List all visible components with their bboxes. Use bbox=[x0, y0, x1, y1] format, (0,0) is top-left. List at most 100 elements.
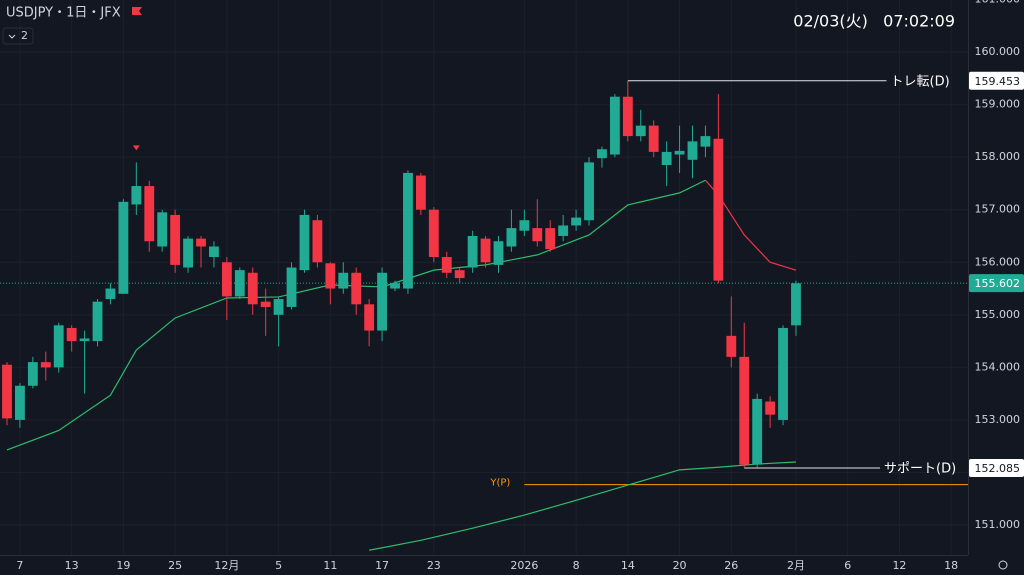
candle-body bbox=[105, 288, 116, 300]
candle-body bbox=[597, 149, 607, 159]
x-tick-label: 25 bbox=[168, 559, 182, 572]
settings-icon[interactable] bbox=[998, 560, 1008, 570]
y-tick-label: 151.000 bbox=[975, 518, 1021, 531]
candle-body bbox=[480, 238, 491, 263]
x-tick-label: 26 bbox=[724, 559, 738, 572]
candle-body bbox=[648, 125, 659, 152]
y-tick-label: 160.000 bbox=[975, 45, 1021, 58]
x-tick-label: 13 bbox=[65, 559, 79, 572]
candle-body bbox=[713, 138, 724, 281]
y-tick-label: 157.000 bbox=[975, 203, 1021, 216]
candle-body bbox=[118, 201, 129, 294]
candle-body bbox=[144, 186, 155, 242]
candle-body bbox=[428, 209, 439, 258]
candle-body bbox=[221, 262, 232, 297]
candle-body bbox=[752, 398, 763, 465]
candle-body bbox=[661, 151, 672, 166]
candle-body bbox=[286, 267, 297, 307]
x-tick-label: 23 bbox=[427, 559, 441, 572]
last-price-box bbox=[969, 274, 1024, 293]
candle-body bbox=[493, 241, 504, 265]
candle-body bbox=[364, 304, 375, 331]
candle-body bbox=[441, 257, 452, 273]
candle-body bbox=[635, 125, 646, 137]
candle-body bbox=[312, 220, 323, 263]
candle-body bbox=[273, 299, 284, 315]
candle-body bbox=[403, 172, 413, 289]
candle-body bbox=[66, 327, 77, 342]
candle-body bbox=[196, 238, 206, 247]
last-price-label: 155.602 bbox=[975, 277, 1021, 290]
candle-body bbox=[778, 327, 788, 420]
candle-body bbox=[687, 141, 698, 160]
candle-body bbox=[467, 235, 478, 268]
x-tick-label: 8 bbox=[573, 559, 580, 572]
candle-body bbox=[415, 175, 426, 210]
candle-body bbox=[209, 246, 219, 258]
flag-icon bbox=[132, 7, 142, 15]
candle-body bbox=[622, 96, 633, 137]
candle-body bbox=[558, 225, 569, 236]
x-tick-label: 12 bbox=[892, 559, 906, 572]
y-tick-label: 156.000 bbox=[975, 255, 1021, 268]
x-tick-label: 6 bbox=[844, 559, 851, 572]
indicator-toggle[interactable] bbox=[2, 27, 34, 45]
clock: 02/03(火) 07:02:09 bbox=[793, 12, 955, 31]
candle-body bbox=[739, 356, 750, 465]
candle-body bbox=[92, 301, 103, 342]
candle-body bbox=[390, 283, 400, 289]
candle-body bbox=[791, 283, 801, 326]
candle-body bbox=[351, 272, 362, 305]
x-tick-label: 2月 bbox=[787, 559, 805, 572]
chart-title: USDJPY・1日・JFX bbox=[6, 6, 121, 21]
level-price-box bbox=[969, 459, 1024, 478]
y-tick-label: 161.000 bbox=[975, 0, 1021, 5]
candle-body bbox=[2, 364, 12, 419]
candle-body bbox=[338, 272, 349, 289]
candle-body bbox=[609, 96, 620, 155]
candle-body bbox=[700, 136, 711, 147]
candle-body bbox=[726, 335, 737, 357]
y-tick-label: 155.000 bbox=[975, 308, 1021, 321]
candle-body bbox=[27, 362, 38, 386]
level-label: サポート(D) bbox=[884, 462, 956, 477]
level-price-label: 152.085 bbox=[975, 462, 1021, 475]
candle-body bbox=[170, 214, 181, 265]
candle-body bbox=[506, 228, 517, 247]
chevron-icon bbox=[8, 34, 16, 39]
level-label: トレ転(D) bbox=[891, 74, 950, 89]
candle-body bbox=[247, 272, 258, 305]
x-tick-label: 11 bbox=[323, 559, 337, 572]
y-tick-label: 154.000 bbox=[975, 360, 1021, 373]
candle-body bbox=[545, 228, 556, 250]
x-tick-label: 18 bbox=[944, 559, 958, 572]
prev-level-label: Y(P) bbox=[489, 478, 510, 489]
candle-body bbox=[299, 214, 310, 271]
candle-body bbox=[260, 301, 271, 307]
x-tick-label: 20 bbox=[673, 559, 687, 572]
level-price-box bbox=[969, 71, 1024, 90]
candle-body bbox=[765, 401, 776, 415]
ma-line bbox=[369, 461, 797, 551]
candle-body bbox=[377, 272, 387, 331]
candle-body bbox=[40, 362, 51, 368]
x-tick-label: 14 bbox=[621, 559, 635, 572]
y-tick-label: 159.000 bbox=[975, 98, 1021, 111]
candle-body bbox=[532, 228, 543, 242]
x-tick-label: 5 bbox=[275, 559, 282, 572]
candle-body bbox=[234, 270, 245, 297]
y-tick-label: 153.000 bbox=[975, 413, 1021, 426]
x-tick-label: 17 bbox=[375, 559, 389, 572]
x-tick-label: 12月 bbox=[214, 559, 239, 572]
candle-body bbox=[584, 162, 594, 221]
x-tick-label: 19 bbox=[116, 559, 130, 572]
candle-body bbox=[79, 338, 90, 342]
x-tick-label: 7 bbox=[16, 559, 23, 572]
indicator-count: 2 bbox=[21, 29, 28, 42]
candle-body bbox=[571, 217, 582, 226]
candle-body bbox=[325, 263, 336, 289]
x-tick-label: 2026 bbox=[510, 559, 538, 572]
candle-body bbox=[131, 186, 142, 205]
